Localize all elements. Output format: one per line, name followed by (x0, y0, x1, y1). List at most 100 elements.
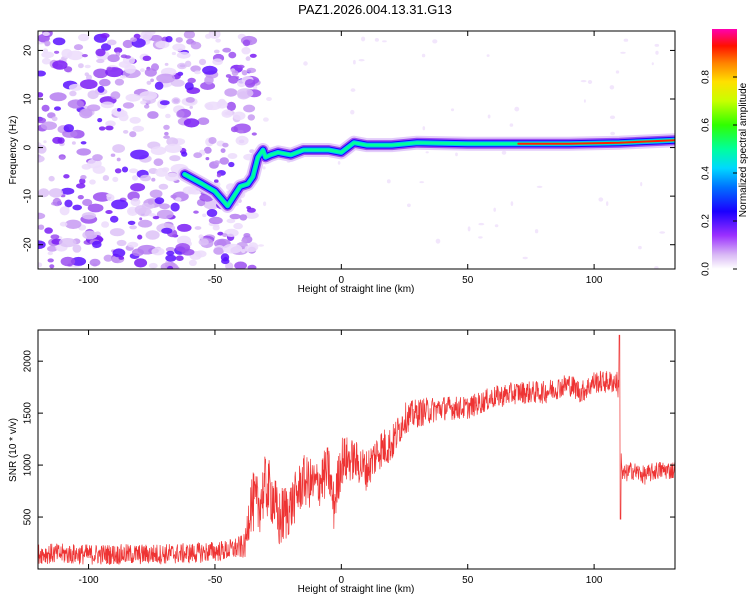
spectral-noise-blob (242, 39, 251, 47)
spectral-noise-blob (214, 179, 219, 183)
spectral-noise-blob (651, 62, 654, 66)
spectral-noise-blob (266, 97, 272, 101)
spectral-noise-blob (536, 185, 543, 188)
spectral-noise-blob (107, 54, 120, 63)
spectral-noise-blob (419, 181, 425, 184)
spectral-noise-blob (110, 153, 116, 157)
spectral-noise-blob (118, 61, 131, 68)
spectral-noise-blob (48, 188, 64, 198)
spectral-noise-blob (247, 114, 255, 121)
spectral-noise-blob (73, 44, 84, 51)
spectral-noise-blob (237, 64, 245, 69)
spectral-noise-blob (213, 247, 224, 255)
spectral-noise-blob (203, 146, 212, 154)
spectral-noise-blob (486, 54, 490, 57)
spectral-noise-blob (130, 149, 149, 160)
spectral-noise-blob (103, 254, 113, 262)
spectral-noise-blob (522, 256, 528, 260)
x-tick-label: 100 (586, 575, 603, 586)
spectral-noise-blob (350, 109, 355, 115)
spectral-noise-blob (243, 233, 251, 238)
x-tick-label: 0 (339, 275, 345, 286)
spectral-noise-blob (623, 38, 629, 42)
spectral-noise-blob (241, 238, 248, 243)
spectral-noise-blob (213, 49, 220, 54)
spectral-noise-blob (49, 92, 67, 102)
spectral-noise-blob (72, 204, 82, 211)
spectral-noise-blob (156, 209, 174, 219)
spectral-noise-blob (422, 126, 426, 131)
spectral-noise-blob (164, 143, 183, 153)
spectral-noise-blob (123, 130, 129, 134)
y-tick-label: -10 (23, 188, 34, 203)
spectral-noise-blob (129, 116, 141, 124)
spectral-noise-blob (150, 78, 155, 83)
frequency-ridge (177, 133, 675, 213)
spectral-noise-blob (144, 68, 157, 77)
spectral-noise-blob (52, 60, 68, 70)
spectral-noise-blob (38, 212, 46, 220)
spectrogram-frame (37, 30, 676, 270)
spectral-noise-blob (172, 43, 186, 52)
spectral-noise-blob (161, 227, 173, 234)
spectral-noise-blob (150, 146, 167, 156)
spectral-noise-blob (478, 236, 483, 239)
spectral-noise-blob (208, 216, 223, 225)
spectral-noise-blob (170, 79, 185, 87)
spectral-noise-blob (159, 100, 170, 106)
spectral-noise-blob (350, 88, 356, 92)
spectral-noise-blob (638, 245, 642, 250)
spectral-noise-blob (158, 183, 169, 190)
spectral-noise-blob (117, 108, 122, 112)
spectral-noise-blob (202, 213, 207, 218)
spectral-noise-blob (478, 222, 485, 226)
y-tick-label: 20 (23, 44, 34, 56)
spectral-noise-blob (144, 104, 150, 109)
spectral-noise-blob (156, 73, 176, 84)
spectral-noise-blob (184, 82, 194, 91)
x-tick-label: -100 (79, 575, 99, 586)
spectral-noise-blob (159, 203, 171, 210)
spectral-noise-blob (181, 151, 188, 157)
spectral-noise-blob (50, 234, 60, 240)
frequency-ridge-band (183, 138, 675, 208)
spectral-noise-blob (100, 101, 115, 109)
spectral-noise-blob (425, 151, 429, 154)
spectral-noise-blob (197, 117, 210, 125)
spectral-noise-blob (225, 74, 232, 78)
spectral-noise-blob (219, 157, 229, 165)
spectral-noise-blob (190, 41, 202, 50)
spectral-noise-blob (44, 40, 51, 47)
colorbar-ticks: 0.0 0.2 0.4 0.6 0.8 (701, 70, 737, 276)
spectral-noise-blob (137, 234, 143, 240)
spectral-noise-blob (79, 108, 93, 119)
y-tick-label: 1500 (23, 402, 34, 425)
spectral-noise-blob (241, 249, 246, 253)
spectral-noise-blob (76, 148, 91, 156)
spectral-noise-blob (151, 247, 165, 256)
spectral-noise-blob (226, 101, 236, 111)
spectral-noise-blob (386, 179, 391, 184)
spectral-noise-blob (228, 161, 235, 168)
spectral-noise-blob (101, 221, 110, 228)
spectral-noise-blob (155, 40, 170, 49)
colorbar-tick-label: 0.6 (701, 118, 712, 132)
spectral-noise-blob (361, 36, 366, 42)
spectral-noise-blob (60, 187, 75, 195)
spectral-noise-blob (41, 57, 51, 65)
spectral-noise-blob (42, 48, 49, 54)
spectral-noise-blob (129, 225, 138, 230)
spectral-noise-blob (97, 118, 103, 123)
spectral-noise-blob (235, 135, 249, 146)
spectral-noise-blob (161, 167, 170, 173)
spectral-noise-blob (122, 39, 134, 49)
spectral-noise-blob (114, 78, 124, 86)
spectral-noise-blob (92, 154, 103, 162)
spectral-noise-blob (59, 156, 65, 160)
spectral-noise-blob (71, 141, 76, 145)
spectrogram-x-axis-label: Height of straight line (km) (298, 284, 415, 295)
spectral-noise-blob (116, 239, 127, 247)
spectral-noise-blob (112, 176, 119, 183)
